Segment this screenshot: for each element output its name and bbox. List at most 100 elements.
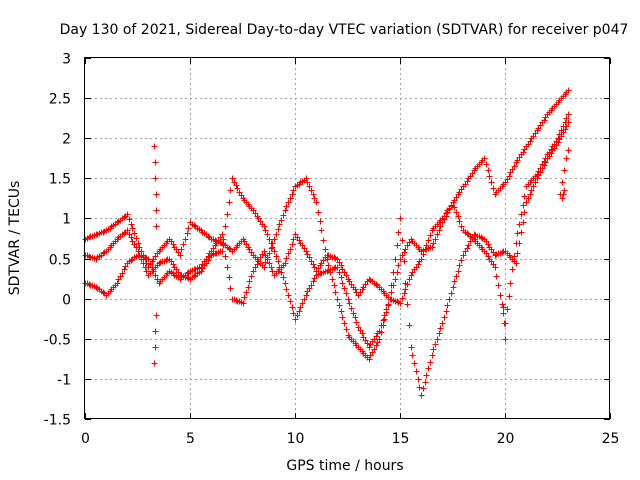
data-point <box>303 292 310 299</box>
data-point <box>287 246 294 253</box>
data-point <box>525 195 532 202</box>
data-point <box>331 282 338 289</box>
data-point <box>385 301 392 308</box>
data-point <box>290 236 297 243</box>
data-point <box>121 230 128 237</box>
data-point <box>262 252 269 259</box>
data-point <box>261 264 268 271</box>
data-point <box>184 230 191 237</box>
data-point <box>441 314 448 321</box>
data-point <box>268 240 275 247</box>
data-point <box>404 281 411 288</box>
data-point <box>456 218 463 225</box>
data-point <box>423 242 430 249</box>
data-point <box>271 248 278 255</box>
data-point <box>434 231 441 238</box>
data-point <box>509 266 516 273</box>
data-point <box>269 244 276 251</box>
data-point <box>415 261 422 268</box>
data-point <box>147 260 154 267</box>
data-point <box>514 250 521 257</box>
data-point <box>555 135 562 142</box>
data-point <box>427 359 434 366</box>
data-point <box>416 384 423 391</box>
data-point <box>399 295 406 302</box>
data-point <box>294 312 301 319</box>
data-point <box>430 346 437 353</box>
data-point <box>423 372 430 379</box>
data-point <box>282 207 289 214</box>
data-point <box>140 260 147 267</box>
data-point <box>373 281 380 288</box>
data-point <box>343 290 350 297</box>
data-point <box>219 231 226 238</box>
data-point <box>420 251 427 258</box>
y-tick-labels: -1.5 -1 -0.5 0 0.5 1 1.5 2 2.5 3 <box>44 52 71 429</box>
data-point <box>248 273 255 280</box>
data-point <box>559 179 566 186</box>
data-point <box>481 155 488 162</box>
data-point <box>418 392 425 399</box>
data-point <box>336 302 343 309</box>
data-point <box>455 268 462 275</box>
data-point <box>388 289 395 296</box>
data-point <box>246 278 253 285</box>
data-point <box>299 300 306 307</box>
data-point <box>388 282 395 289</box>
y-tick-label: -1.5 <box>44 413 71 429</box>
data-point <box>439 320 446 327</box>
data-point <box>339 314 346 321</box>
data-point <box>523 199 530 206</box>
data-point <box>556 131 563 138</box>
data-point <box>205 233 212 240</box>
data-point <box>413 368 420 375</box>
data-point <box>245 284 252 291</box>
data-point <box>343 272 350 279</box>
data-point <box>493 273 500 280</box>
data-point <box>348 305 355 312</box>
data-point <box>303 175 310 182</box>
data-point <box>287 195 294 202</box>
data-point <box>222 223 229 230</box>
data-point <box>226 245 233 252</box>
data-point <box>394 242 401 249</box>
data-point <box>364 340 371 347</box>
x-tick-label: 25 <box>602 431 620 447</box>
data-point <box>518 229 525 236</box>
data-point <box>563 115 570 122</box>
data-point <box>128 257 135 264</box>
y-tick-label: -1 <box>57 373 71 389</box>
data-point <box>282 280 289 287</box>
data-point <box>490 185 497 192</box>
data-point <box>262 227 269 234</box>
data-point <box>131 230 138 237</box>
data-point <box>497 292 504 299</box>
data-point <box>392 256 399 263</box>
data-point <box>488 179 495 186</box>
data-point <box>310 261 317 268</box>
data-point <box>133 244 140 251</box>
y-tick-label: 0.5 <box>49 253 71 269</box>
data-point <box>149 264 156 271</box>
data-point <box>124 227 131 234</box>
data-point <box>453 273 460 280</box>
data-point <box>444 302 451 309</box>
y-tick-label: 1 <box>62 212 71 228</box>
data-point <box>255 258 262 265</box>
data-point <box>346 300 353 307</box>
data-point <box>527 191 534 198</box>
data-point <box>180 241 187 248</box>
data-point <box>266 250 273 257</box>
data-point <box>313 199 320 206</box>
data-point <box>518 211 525 218</box>
data-point <box>142 264 149 271</box>
data-point <box>390 269 397 276</box>
data-point <box>429 244 436 251</box>
y-tick-label: 2.5 <box>49 92 71 108</box>
data-point <box>451 278 458 285</box>
data-point <box>290 187 297 194</box>
data-point <box>306 183 313 190</box>
data-point <box>402 246 409 253</box>
data-point <box>191 273 198 280</box>
